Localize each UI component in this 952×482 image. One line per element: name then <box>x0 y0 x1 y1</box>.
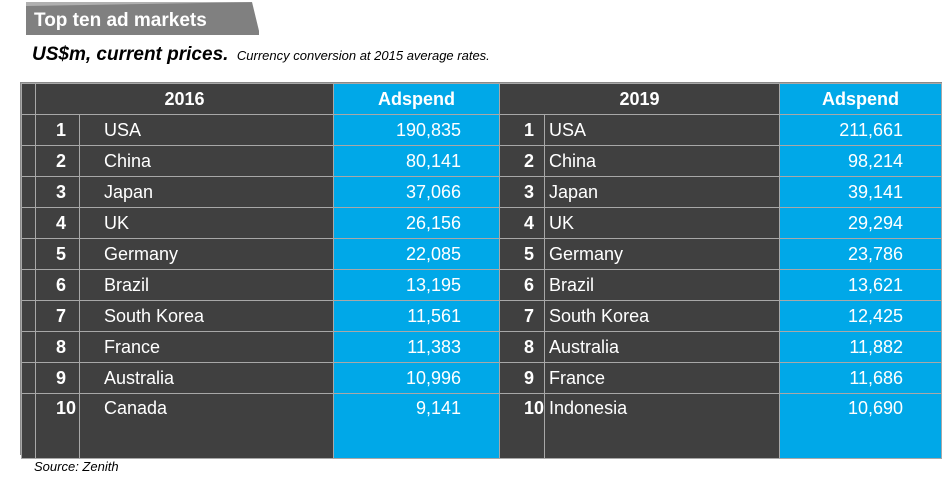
adspend-2019: 23,786 <box>779 238 943 270</box>
table-row: 7 South Korea 11,561 7 South Korea 12,425 <box>21 300 943 332</box>
header-adspend-2016: Adspend <box>333 83 501 115</box>
adspend-2019: 39,141 <box>779 176 943 208</box>
adspend-2016: 80,141 <box>333 145 501 177</box>
adspend-2019: 29,294 <box>779 207 943 239</box>
adspend-2019: 11,686 <box>779 362 943 394</box>
rank-2019: 5 <box>499 238 546 270</box>
row-spacer <box>21 300 36 332</box>
row-spacer <box>21 393 36 459</box>
table-row: 5 Germany 22,085 5 Germany 23,786 <box>21 238 943 270</box>
adspend-2016: 9,141 <box>333 393 501 459</box>
country-2019: Indonesia <box>544 393 781 459</box>
rank-2016: 10 <box>35 393 80 459</box>
table-row: 2 China 80,141 2 China 98,214 <box>21 145 943 177</box>
subtitle: US$m, current prices. Currency conversio… <box>32 44 490 66</box>
country-2016: Japan <box>78 176 335 208</box>
rank-2016: 5 <box>35 238 80 270</box>
rank-2019: 7 <box>499 300 546 332</box>
rank-2016: 7 <box>35 300 80 332</box>
rank-2019: 9 <box>499 362 546 394</box>
country-2016: France <box>78 331 335 363</box>
country-2016: Australia <box>78 362 335 394</box>
country-2019: Japan <box>544 176 781 208</box>
adspend-2019: 211,661 <box>779 114 943 146</box>
row-spacer <box>21 176 36 208</box>
rank-2019: 2 <box>499 145 546 177</box>
country-2016: China <box>78 145 335 177</box>
table-header-row: 2016 Adspend 2019 Adspend <box>21 83 943 115</box>
adspend-2016: 10,996 <box>333 362 501 394</box>
adspend-2019: 13,621 <box>779 269 943 301</box>
row-spacer <box>21 362 36 394</box>
country-2016: UK <box>78 207 335 239</box>
rank-2016: 9 <box>35 362 80 394</box>
subtitle-note: Currency conversion at 2015 average rate… <box>236 48 490 63</box>
row-spacer <box>21 145 36 177</box>
ad-markets-grid: 2016 Adspend 2019 Adspend 1 USA 190,835 1 US… <box>21 83 943 459</box>
row-spacer <box>21 238 36 270</box>
rank-2016: 3 <box>35 176 80 208</box>
rank-2016: 6 <box>35 269 80 301</box>
table-row: 4 UK 26,156 4 UK 29,294 <box>21 207 943 239</box>
rank-2019: 6 <box>499 269 546 301</box>
header-year-2016: 2016 <box>34 83 335 115</box>
country-2016: Germany <box>78 238 335 270</box>
country-2019: Australia <box>544 331 781 363</box>
adspend-2019: 11,882 <box>779 331 943 363</box>
adspend-2016: 11,561 <box>333 300 501 332</box>
row-spacer <box>21 207 36 239</box>
row-spacer <box>21 114 36 146</box>
country-2016: USA <box>78 114 335 146</box>
adspend-2016: 26,156 <box>333 207 501 239</box>
rank-2019: 1 <box>499 114 546 146</box>
rank-2019: 10 <box>499 393 546 459</box>
table-row: 8 France 11,383 8 Australia 11,882 <box>21 331 943 363</box>
rank-2019: 4 <box>499 207 546 239</box>
rank-2016: 8 <box>35 331 80 363</box>
table-row: 10 Canada 9,141 10 Indonesia 10,690 <box>21 393 943 459</box>
adspend-2016: 11,383 <box>333 331 501 363</box>
country-2019: USA <box>544 114 781 146</box>
country-2016: Brazil <box>78 269 335 301</box>
country-2019: UK <box>544 207 781 239</box>
country-2019: Germany <box>544 238 781 270</box>
country-2019: China <box>544 145 781 177</box>
table-row: 1 USA 190,835 1 USA 211,661 <box>21 114 943 146</box>
rank-2019: 3 <box>499 176 546 208</box>
subtitle-main: US$m, current prices. <box>32 44 229 65</box>
table-row: 9 Australia 10,996 9 France 11,686 <box>21 362 943 394</box>
rank-2016: 1 <box>35 114 80 146</box>
rank-2019: 8 <box>499 331 546 363</box>
header-year-2019: 2019 <box>499 83 781 115</box>
adspend-2019: 10,690 <box>779 393 943 459</box>
rank-2016: 2 <box>35 145 80 177</box>
country-2019: France <box>544 362 781 394</box>
table-row: 3 Japan 37,066 3 Japan 39,141 <box>21 176 943 208</box>
header-adspend-2019: Adspend <box>779 83 943 115</box>
source-note: Source: Zenith <box>34 459 119 474</box>
ad-markets-table: 2016 Adspend 2019 Adspend 1 USA 190,835 1 US… <box>20 82 943 459</box>
row-spacer <box>21 269 36 301</box>
table-row: 6 Brazil 13,195 6 Brazil 13,621 <box>21 269 943 301</box>
rank-2016: 4 <box>35 207 80 239</box>
page-title: Top ten ad markets <box>26 2 260 35</box>
adspend-2016: 13,195 <box>333 269 501 301</box>
header-spacer <box>21 83 36 115</box>
adspend-2016: 190,835 <box>333 114 501 146</box>
country-2019: Brazil <box>544 269 781 301</box>
page-title-text: Top ten ad markets <box>34 10 207 31</box>
country-2016: Canada <box>78 393 335 459</box>
adspend-2019: 12,425 <box>779 300 943 332</box>
adspend-2019: 98,214 <box>779 145 943 177</box>
country-2016: South Korea <box>78 300 335 332</box>
table-body: 2016 Adspend 2019 Adspend 1 USA 190,835 1 US… <box>21 83 943 459</box>
adspend-2016: 37,066 <box>333 176 501 208</box>
adspend-2016: 22,085 <box>333 238 501 270</box>
row-spacer <box>21 331 36 363</box>
country-2019: South Korea <box>544 300 781 332</box>
